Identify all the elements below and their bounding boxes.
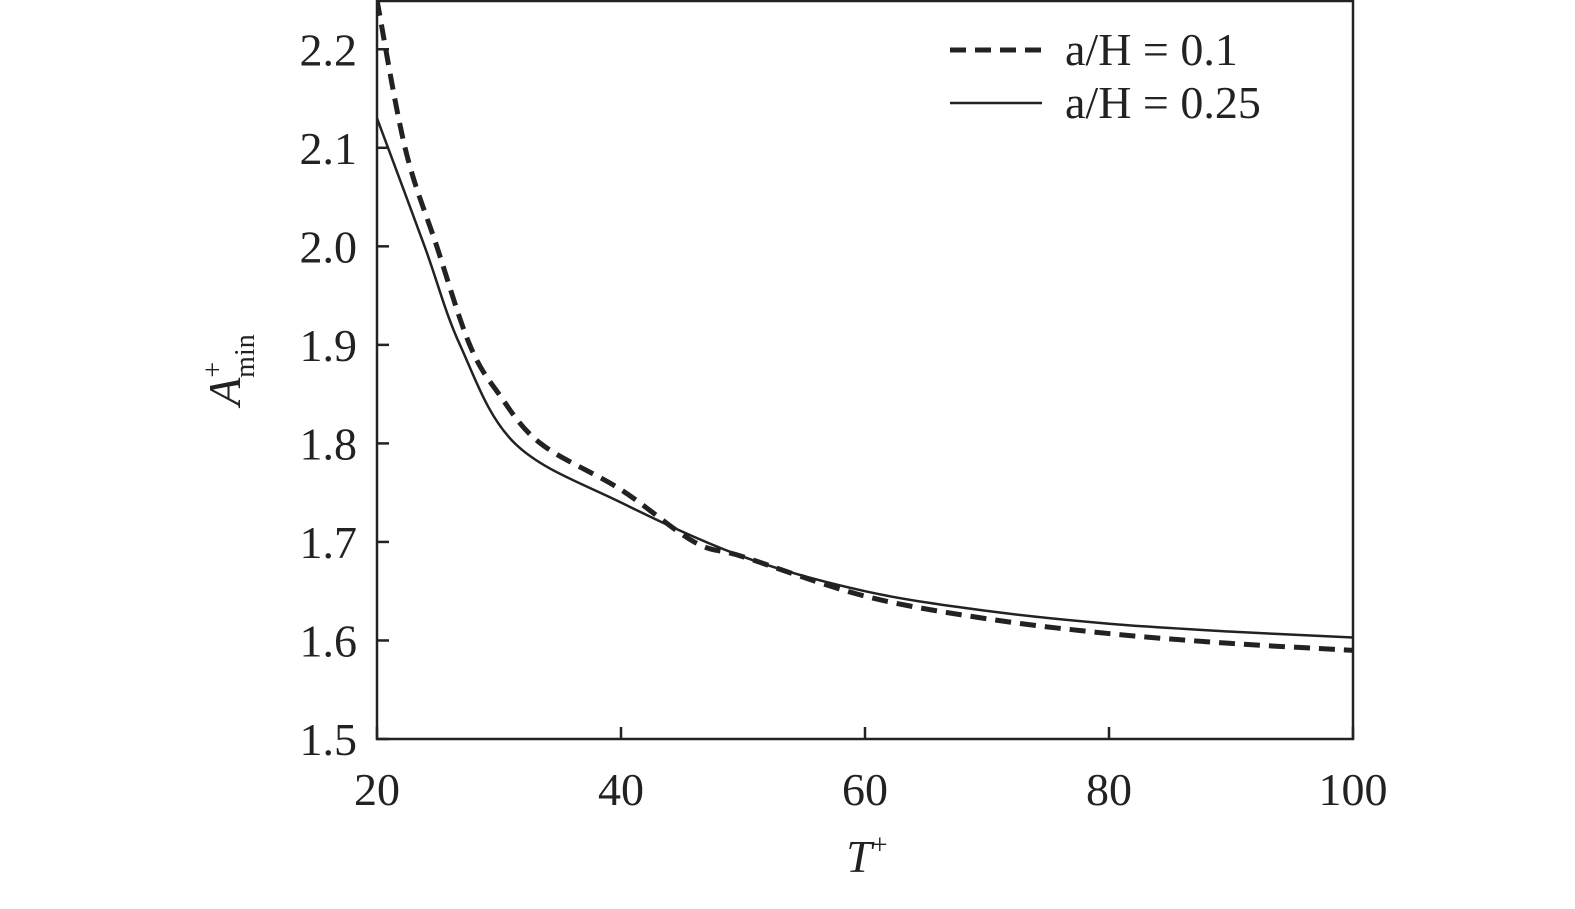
- y-tick-label: 2.0: [300, 221, 358, 272]
- y-label-sup: +: [198, 362, 229, 378]
- y-label-base: A: [199, 377, 250, 409]
- x-tick-label: 100: [1319, 764, 1388, 815]
- x-axis-label: T+: [846, 830, 887, 882]
- series-line: [377, 0, 1353, 653]
- x-label-base: T: [846, 831, 875, 882]
- y-tick-label: 1.6: [300, 615, 358, 666]
- y-tick-label: 1.9: [300, 320, 358, 371]
- plot-area: [377, 0, 1353, 653]
- series-line: [377, 117, 1353, 639]
- y-tick-label: 1.8: [300, 418, 358, 469]
- y-label-sub: min: [230, 334, 261, 378]
- x-tick-label: 60: [842, 764, 888, 815]
- y-tick-label: 2.2: [300, 24, 358, 75]
- y-tick-label: 1.5: [300, 714, 358, 765]
- y-axis-label: A+min: [198, 334, 261, 408]
- y-tick-label: 1.7: [300, 517, 358, 568]
- x-tick-label: 40: [598, 764, 644, 815]
- x-label-sup: +: [872, 830, 888, 861]
- y-tick-label: 2.1: [300, 123, 358, 174]
- x-tick-label: 80: [1086, 764, 1132, 815]
- x-tick-label: 20: [354, 764, 400, 815]
- legend-label: a/H = 0.1: [1065, 24, 1238, 75]
- legend-label: a/H = 0.25: [1065, 77, 1261, 128]
